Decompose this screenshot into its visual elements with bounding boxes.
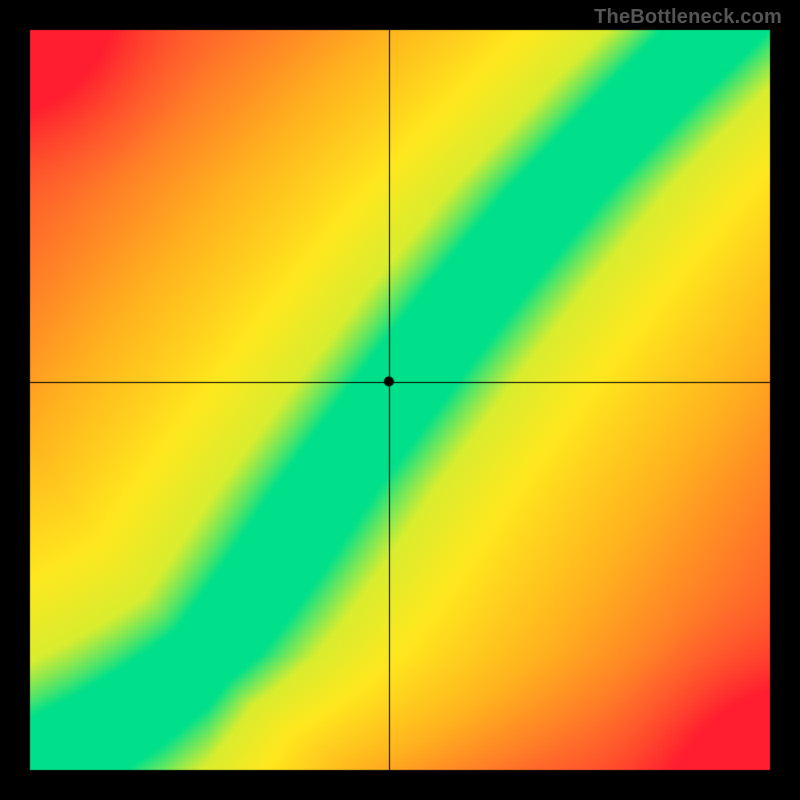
- figure-frame: { "canvas": { "width": 800, "height": 80…: [0, 0, 800, 800]
- bottleneck-heatmap: [0, 0, 800, 800]
- watermark-text: TheBottleneck.com: [594, 6, 782, 29]
